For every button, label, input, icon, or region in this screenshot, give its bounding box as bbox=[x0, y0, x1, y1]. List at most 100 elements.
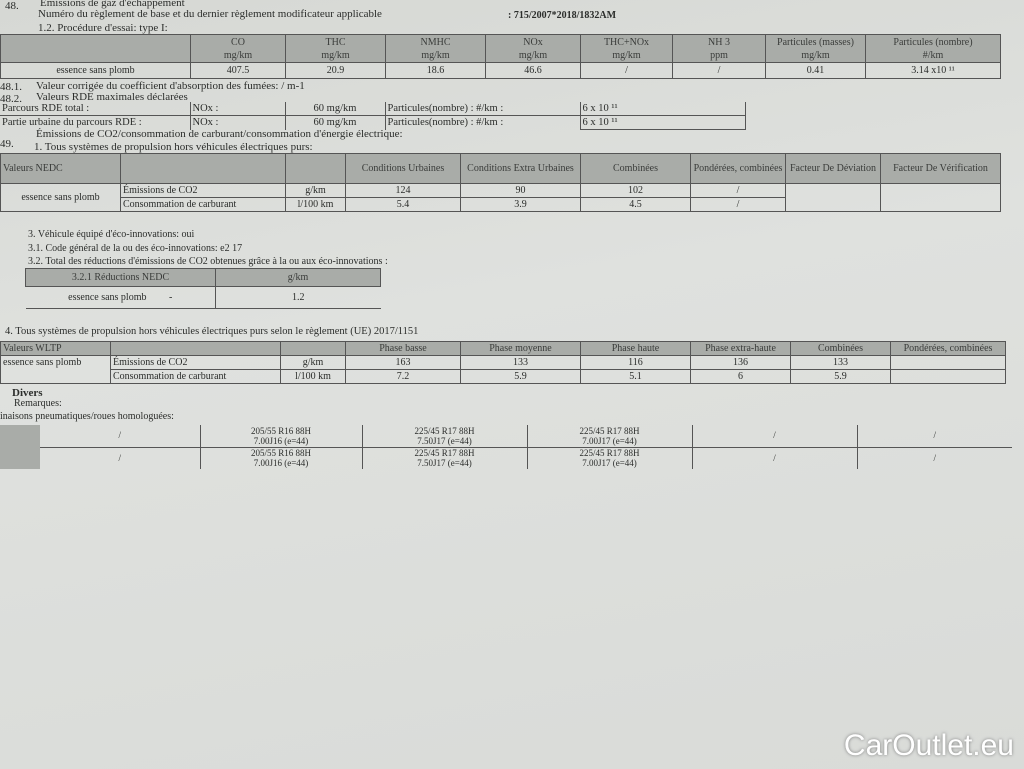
table-cell: 5.9 bbox=[790, 369, 891, 384]
cell-text: mg/km bbox=[801, 49, 830, 61]
table-cell bbox=[285, 153, 346, 184]
section-48-number: 48. bbox=[5, 0, 19, 12]
cell-text: ppm bbox=[710, 49, 728, 61]
table-cell bbox=[890, 369, 1006, 384]
table-cell: Consommation de carburant bbox=[120, 197, 286, 212]
cell-text: #/km bbox=[922, 49, 944, 61]
table-cell bbox=[0, 425, 40, 469]
eco-total: 3.2. Total des réductions d'émissions de… bbox=[28, 256, 388, 267]
cell-text: 205/55 R16 88H bbox=[250, 448, 311, 459]
table-cell: / bbox=[40, 446, 201, 469]
value-co: 407.5 bbox=[190, 62, 286, 79]
table-cell: 133 bbox=[790, 355, 891, 370]
table-cell: Combinées bbox=[580, 153, 691, 184]
fuel-label: essence sans plomb bbox=[0, 62, 191, 79]
table-cell: 5.9 bbox=[460, 369, 581, 384]
table-cell: Pondérées, combinées bbox=[890, 341, 1006, 356]
cell-text: Particules (nombre) bbox=[893, 36, 973, 48]
divers-title: Divers bbox=[12, 387, 43, 399]
table-cell: Conditions Urbaines bbox=[345, 153, 461, 184]
table-cell: g/km bbox=[280, 355, 346, 370]
value-nh3: / bbox=[672, 62, 766, 79]
section-48-title: Émissions de gaz d'échappement bbox=[40, 0, 185, 9]
table-cell: 136 bbox=[690, 355, 791, 370]
table-cell: Facteur De Déviation bbox=[785, 153, 881, 184]
table-cell bbox=[880, 183, 1001, 212]
rde-urban-label: Partie urbaine du parcours RDE : bbox=[2, 117, 142, 129]
s49-number: 49. bbox=[0, 138, 14, 150]
cell-text: essence sans plomb bbox=[68, 292, 147, 303]
rde-table: Parcours RDE total : NOx :60 mg/km Particu… bbox=[0, 102, 746, 130]
table-cell: Pondérées, combinées bbox=[690, 153, 786, 184]
nedc-fuel: essence sans plomb bbox=[0, 183, 121, 212]
table-cell: 205/55 R16 88H 7.00J16 (e=44) bbox=[199, 425, 363, 448]
table-cell: 116 bbox=[580, 355, 691, 370]
header-nmhc: NMHC mg/km bbox=[385, 34, 486, 63]
table-cell: 225/45 R17 88H 7.00J17 (e=44) bbox=[526, 446, 693, 469]
nedc-table: Valeurs NEDC Conditions Urbaines Conditio… bbox=[0, 153, 1001, 212]
value-thc: 20.9 bbox=[285, 62, 386, 79]
table-cell: 163 bbox=[345, 355, 461, 370]
header-nh3: NH 3 ppm bbox=[672, 34, 766, 63]
cell-text: 7.00J16 (e=44) bbox=[253, 435, 309, 446]
header-co: CO mg/km bbox=[190, 34, 286, 63]
table-cell: 5.1 bbox=[580, 369, 691, 384]
table-cell: Particules(nombre) : #/km : bbox=[384, 102, 581, 116]
cell-text: 7.50J17 (e=44) bbox=[417, 458, 472, 469]
table-cell: Émissions de CO2 bbox=[110, 355, 281, 370]
cell-text: 225/45 R17 88H bbox=[414, 448, 475, 459]
cell-text: - bbox=[168, 292, 173, 303]
eco-code: 3.1. Code général de la ou des éco-innov… bbox=[28, 243, 243, 254]
table-cell: l/100 km bbox=[280, 369, 346, 384]
s48-2-text: Valeurs RDE maximales déclarées bbox=[36, 91, 188, 103]
header-thc: THC mg/km bbox=[285, 34, 386, 63]
table-cell: Phase haute bbox=[580, 341, 691, 356]
rde-total-label: Parcours RDE total : bbox=[0, 102, 190, 116]
table-cell: 3.9 bbox=[460, 197, 581, 212]
cell-text: 225/45 R17 88H bbox=[414, 425, 475, 436]
table-cell bbox=[785, 183, 881, 212]
table-cell: 225/45 R17 88H 7.50J17 (e=44) bbox=[361, 446, 528, 469]
table-cell: / bbox=[691, 446, 858, 469]
table-cell bbox=[120, 153, 286, 184]
table-cell: g/km bbox=[215, 268, 381, 287]
header-thc-nox: THC+NOx mg/km bbox=[580, 34, 673, 63]
table-cell: Phase basse bbox=[345, 341, 461, 356]
cell-text: 7.00J17 (e=44) bbox=[582, 458, 637, 469]
cell-text: 205/55 R16 88H bbox=[250, 425, 311, 436]
cell-text: THC+NOx bbox=[603, 36, 650, 48]
caroutlet-watermark: CarOutlet.eu bbox=[843, 729, 1014, 762]
table-cell: Combinées bbox=[790, 341, 891, 356]
wltp-fuel: essence sans plomb bbox=[0, 355, 111, 384]
cell-text: 7.00J17 (e=44) bbox=[582, 435, 637, 446]
table-cell: / bbox=[690, 183, 786, 198]
cell-text: mg/km bbox=[421, 49, 450, 61]
test-procedure: 1.2. Procédure d'essai: type I: bbox=[38, 22, 168, 34]
tyres-table: /205/55 R16 88H 7.00J16 (e=44) 225/45 R17 … bbox=[0, 425, 1012, 469]
rde-urban-pn: 6 x 10 ¹¹ bbox=[579, 115, 746, 130]
table-cell: 7.2 bbox=[345, 369, 461, 384]
table-cell: 6 bbox=[690, 369, 791, 384]
cell-text: THC bbox=[325, 36, 346, 48]
table-cell: 3.2.1 Réductions NEDC bbox=[25, 268, 216, 287]
eco-reduction-value: 1.2 bbox=[215, 286, 381, 309]
table-cell bbox=[280, 341, 346, 356]
cell-text: mg/km bbox=[612, 49, 641, 61]
cell-text: 225/45 R17 88H bbox=[579, 448, 640, 459]
table-cell: / bbox=[40, 425, 201, 448]
s48-1-text: Valeur corrigée du coefficient d'absorpt… bbox=[36, 80, 305, 92]
table-cell: / bbox=[691, 425, 858, 448]
value-pm-number: 3.14 x10 ¹¹ bbox=[865, 62, 1001, 79]
table-cell: / bbox=[690, 197, 786, 212]
eco-equipped: 3. Véhicule équipé d'éco-innovations: ou… bbox=[28, 229, 195, 240]
cell-text: NMHC bbox=[420, 36, 451, 48]
table-cell: l/100 km bbox=[285, 197, 346, 212]
rde-total-nox: 60 mg/km bbox=[284, 102, 386, 116]
table-cell: Phase moyenne bbox=[460, 341, 581, 356]
cell-text: mg/km bbox=[321, 49, 350, 61]
header-nox: NOx mg/km bbox=[485, 34, 581, 63]
table-cell: 90 bbox=[460, 183, 581, 198]
cell-text: CO bbox=[231, 36, 245, 48]
table-cell: 225/45 R17 88H 7.00J17 (e=44) bbox=[526, 425, 693, 448]
table-cell: 102 bbox=[580, 183, 691, 198]
